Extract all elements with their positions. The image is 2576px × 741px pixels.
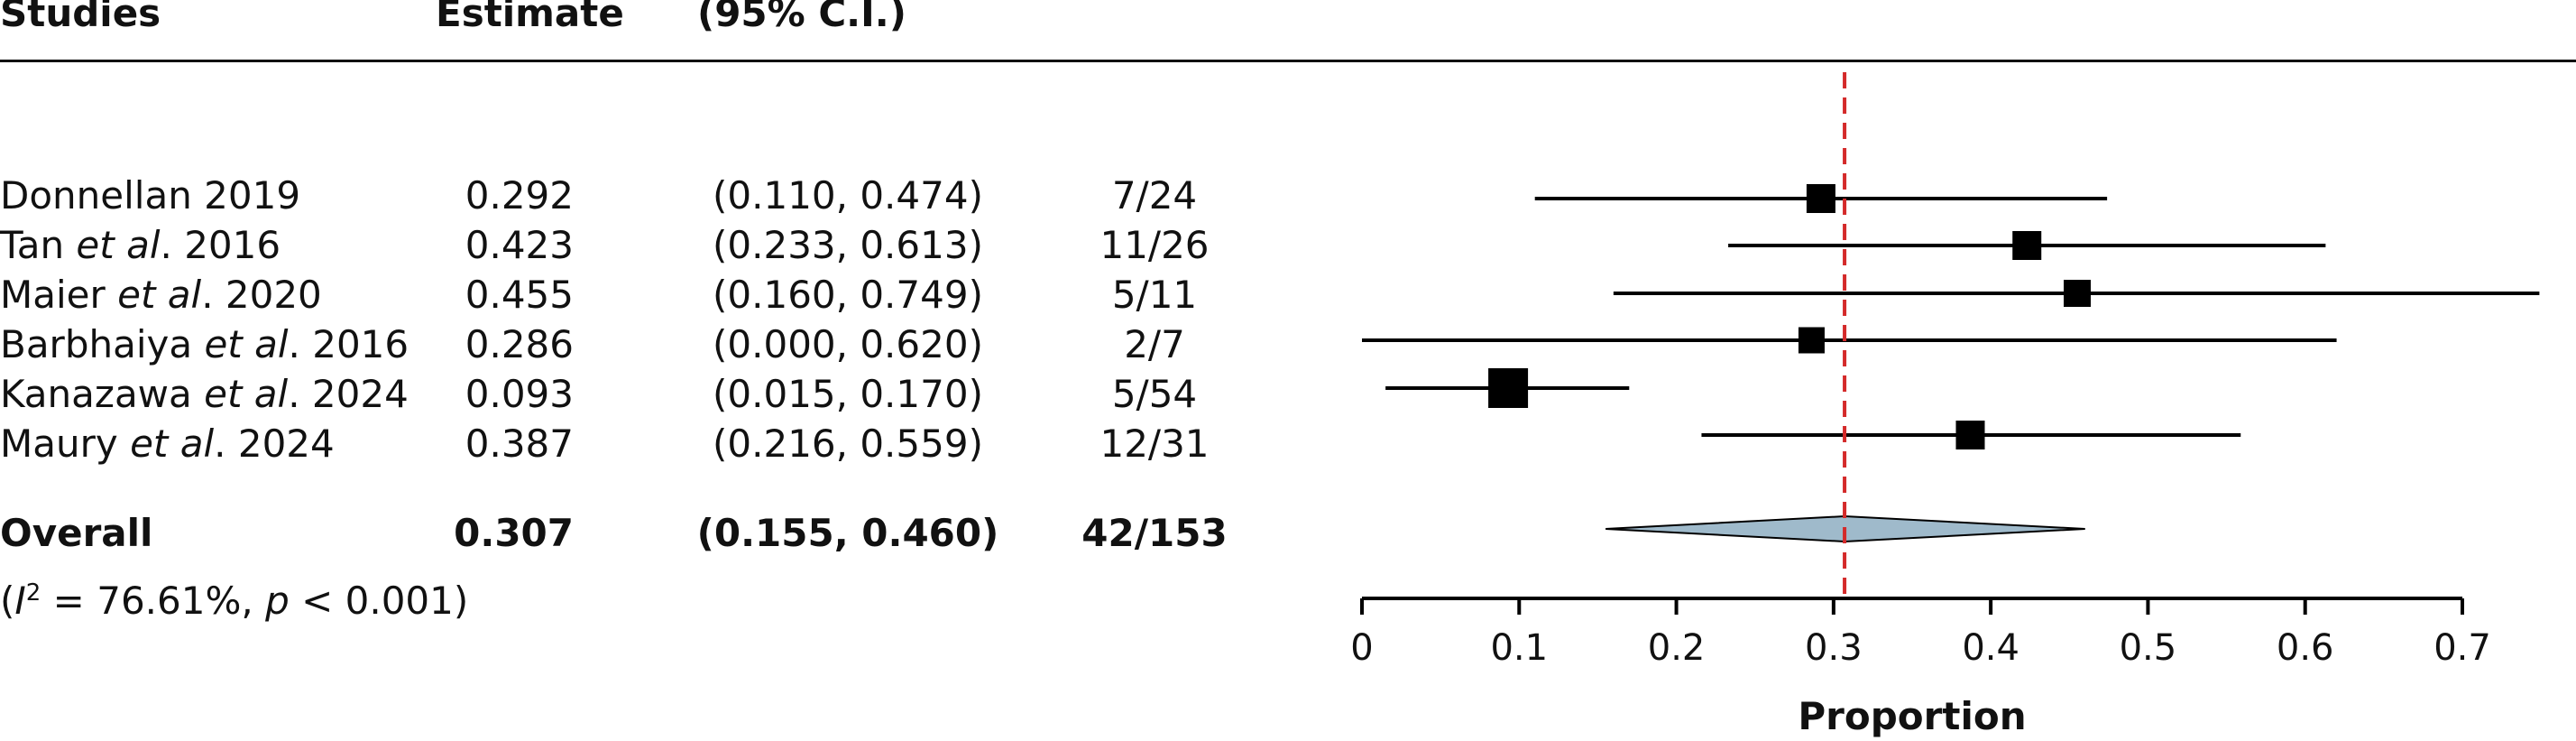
header-ci: (95% C.I.) bbox=[697, 0, 906, 35]
study-name: Donnellan 2019 bbox=[0, 173, 301, 218]
study-ci: (0.216, 0.559) bbox=[713, 421, 983, 466]
x-tick-label: 0.4 bbox=[1962, 627, 2019, 669]
heterogeneity-stat: (I2 = 76.61%, p < 0.001) bbox=[0, 579, 469, 623]
overall-label: Overall bbox=[0, 511, 153, 555]
study-name: Barbhaiya et al. 2016 bbox=[0, 322, 409, 366]
study-events: 11/26 bbox=[1099, 223, 1210, 267]
header-studies: Studies bbox=[0, 0, 161, 35]
overall-events: 42/153 bbox=[1081, 511, 1228, 555]
study-ci: (0.015, 0.170) bbox=[713, 372, 983, 416]
study-name: Kanazawa et al. 2024 bbox=[0, 372, 409, 416]
study-point bbox=[1955, 421, 1985, 449]
overall-estimate: 0.307 bbox=[454, 511, 574, 555]
x-tick-label: 0 bbox=[1350, 627, 1373, 669]
study-point bbox=[1488, 368, 1529, 408]
study-events: 5/11 bbox=[1111, 273, 1198, 317]
study-events: 7/24 bbox=[1111, 173, 1198, 218]
study-ci: (0.233, 0.613) bbox=[713, 223, 983, 267]
overall-ci: (0.155, 0.460) bbox=[696, 511, 999, 555]
study-ci: (0.160, 0.749) bbox=[713, 273, 983, 317]
study-point bbox=[1798, 327, 1825, 354]
study-events: 12/31 bbox=[1099, 421, 1210, 466]
header-rule bbox=[0, 60, 2576, 62]
study-name: Tan et al. 2016 bbox=[0, 223, 281, 267]
x-tick-label: 0.7 bbox=[2433, 627, 2491, 669]
x-tick-label: 0.3 bbox=[1805, 627, 1863, 669]
x-tick-label: 0.5 bbox=[2120, 627, 2177, 669]
study-estimate: 0.387 bbox=[465, 421, 574, 466]
x-tick-label: 0.1 bbox=[1490, 627, 1548, 669]
study-estimate: 0.455 bbox=[465, 273, 574, 317]
study-events: 5/54 bbox=[1111, 372, 1198, 416]
study-estimate: 0.292 bbox=[465, 173, 574, 218]
study-point bbox=[1806, 184, 1835, 213]
study-estimate: 0.286 bbox=[465, 322, 574, 366]
study-point bbox=[2064, 280, 2091, 307]
study-point bbox=[2012, 231, 2042, 260]
x-tick-label: 0.6 bbox=[2277, 627, 2334, 669]
study-estimate: 0.093 bbox=[465, 372, 574, 416]
study-estimate: 0.423 bbox=[465, 223, 574, 267]
study-name: Maury et al. 2024 bbox=[0, 421, 335, 466]
study-name: Maier et al. 2020 bbox=[0, 273, 322, 317]
study-ci: (0.110, 0.474) bbox=[713, 173, 983, 218]
study-events: 2/7 bbox=[1124, 322, 1185, 366]
x-tick-label: 0.2 bbox=[1648, 627, 1706, 669]
header-estimate: Estimate bbox=[436, 0, 624, 35]
x-axis-label: Proportion bbox=[1798, 694, 2026, 738]
study-ci: (0.000, 0.620) bbox=[713, 322, 983, 366]
